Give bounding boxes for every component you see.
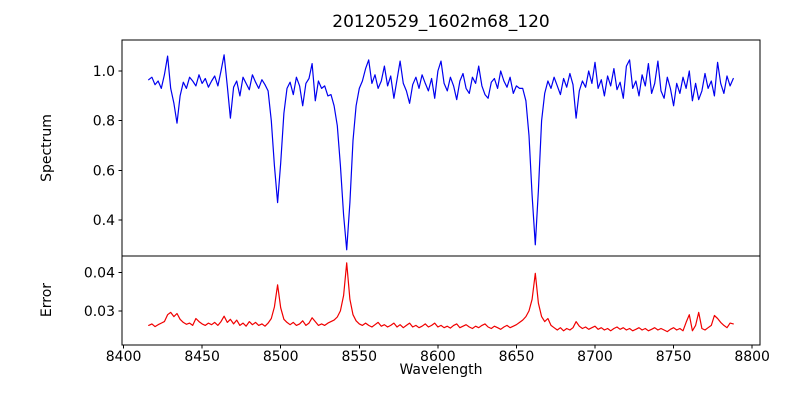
x-tick-label: 8600 xyxy=(420,349,456,365)
spectrum-panel-frame xyxy=(121,39,761,257)
x-tick-label: 8700 xyxy=(577,349,613,365)
error-y-tick-label: 0.03 xyxy=(84,304,115,320)
spectrum-line xyxy=(148,54,734,251)
error-y-tick-label: 0.04 xyxy=(84,265,115,281)
spectrum-y-tick-label: 0.8 xyxy=(93,114,115,130)
x-tick-label: 8550 xyxy=(341,349,377,365)
x-tick-label: 8450 xyxy=(184,349,220,365)
spectrum-y-tick-label: 1.0 xyxy=(93,64,115,80)
x-tick-label: 8800 xyxy=(734,349,770,365)
x-axis-label: Wavelength xyxy=(399,362,483,378)
spectrum-y-tick-label: 0.6 xyxy=(93,163,115,179)
x-tick-label: 8750 xyxy=(656,349,692,365)
x-tick-label: 8400 xyxy=(106,349,142,365)
x-tick-label: 8650 xyxy=(499,349,535,365)
error-line xyxy=(148,262,734,333)
x-tick-label: 8500 xyxy=(263,349,299,365)
error-panel-frame xyxy=(121,255,761,346)
spectrum-y-tick-label: 0.4 xyxy=(93,213,115,229)
chart-title: 20120529_1602m68_120 xyxy=(332,12,550,32)
